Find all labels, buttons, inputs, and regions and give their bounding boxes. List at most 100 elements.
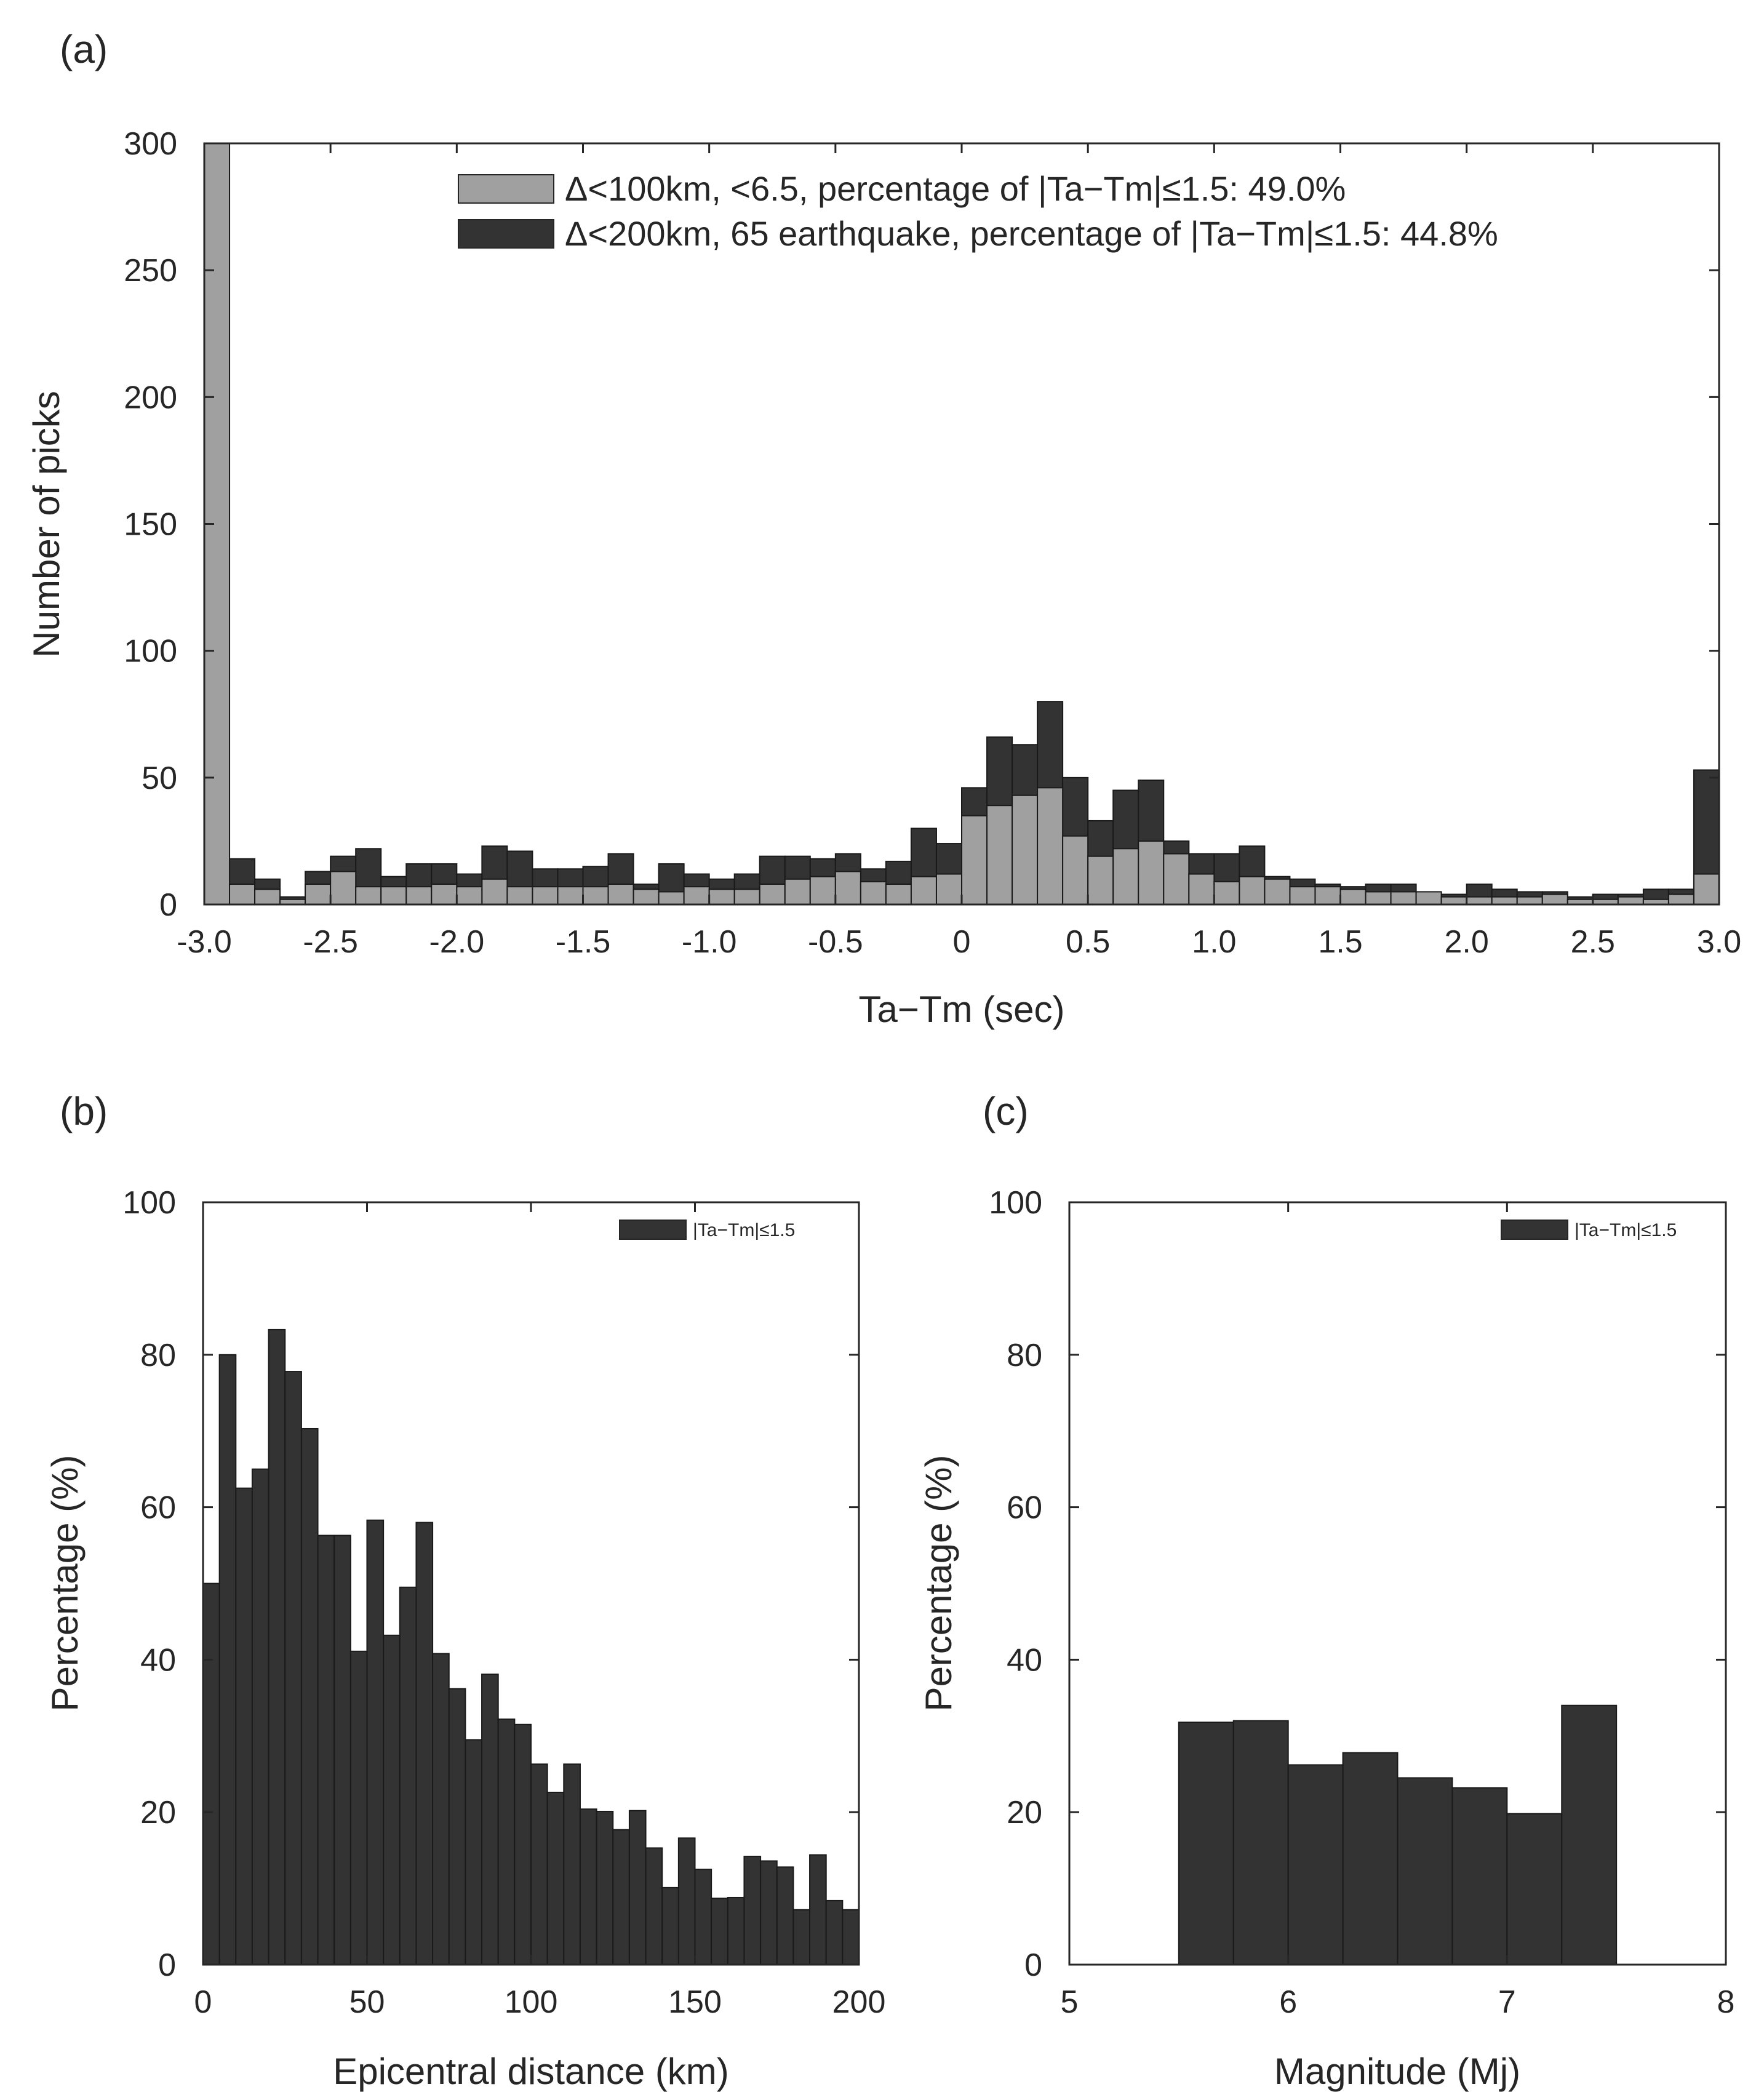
panel-b-histogram: (b) 0 50 100 150 200 0 20 40 60 80 100 Epicentral … bbox=[44, 1089, 885, 2092]
panel-b-bar-s0-36 bbox=[792, 1909, 811, 1966]
panel-c-bar-s0-1 bbox=[1232, 1720, 1289, 1966]
panel-c-ytick-label-0: 0 bbox=[1024, 1947, 1042, 1983]
panel-a-xtick-label-11: 2.5 bbox=[1571, 924, 1615, 960]
panel-a-bar-s0-9 bbox=[431, 884, 458, 906]
panel-b-bar-s0-32 bbox=[727, 1896, 745, 1965]
panel-b-bar-s0-3 bbox=[251, 1468, 269, 1965]
panel-a-bar-s0-42 bbox=[1264, 878, 1291, 906]
panel-a-bar-s0-48 bbox=[1415, 891, 1442, 906]
panel-a-bar-s0-37 bbox=[1138, 840, 1165, 906]
panel-b-ytick-label-0: 0 bbox=[158, 1947, 176, 1983]
panel-c-bar-s0-2 bbox=[1287, 1764, 1344, 1965]
panel-b-bar-s0-11 bbox=[383, 1634, 401, 1965]
panel-b-bar-s0-29 bbox=[677, 1837, 696, 1966]
panel-c-legend-label: |Ta−Tm|≤1.5 bbox=[1574, 1220, 1677, 1240]
panel-c-bar-s0-3 bbox=[1342, 1752, 1399, 1966]
panel-a-bar-s0-5 bbox=[330, 871, 357, 906]
panel-b-xlabel: Epicentral distance (km) bbox=[333, 2051, 729, 2092]
panel-a-bar-s0-8 bbox=[405, 886, 433, 906]
panel-b-bar-s0-39 bbox=[842, 1909, 860, 1966]
panel-a-bar-s0-33 bbox=[1037, 787, 1064, 905]
panel-a-xtick-label-0: -3.0 bbox=[177, 924, 232, 960]
panel-a-bar-s0-4 bbox=[305, 884, 332, 906]
panel-a-bar-s0-31 bbox=[986, 805, 1013, 905]
panel-a-xtick-label-2: -2.0 bbox=[429, 924, 485, 960]
panel-b-ytick-label-2: 40 bbox=[140, 1642, 176, 1678]
panel-b-bar-s0-8 bbox=[333, 1535, 351, 1965]
panel-a-bar-s0-51 bbox=[1491, 896, 1518, 906]
panel-b-bar-s0-34 bbox=[760, 1860, 778, 1965]
panel-c-ytick-label-4: 80 bbox=[1007, 1338, 1042, 1373]
panel-a-bar-s0-12 bbox=[506, 886, 533, 906]
panel-a-bar-s0-56 bbox=[1617, 896, 1644, 906]
panel-b-bar-s0-15 bbox=[448, 1688, 466, 1965]
panel-b-bar-s0-26 bbox=[628, 1810, 647, 1965]
panel-b-legend-swatch bbox=[619, 1220, 687, 1240]
panel-a-bar-s0-40 bbox=[1213, 880, 1240, 906]
panel-a-bar-s0-15 bbox=[582, 886, 609, 906]
panel-a-ytick-label-0: 0 bbox=[159, 887, 177, 923]
legend-label-near: Δ<100km, <6.5, percentage of |Ta−Tm|≤1.5… bbox=[565, 169, 1346, 208]
panel-a-xtick-label-5: -0.5 bbox=[808, 924, 863, 960]
panel-b-legend-label: |Ta−Tm|≤1.5 bbox=[693, 1220, 795, 1240]
panel-b-bar-s0-4 bbox=[268, 1328, 286, 1965]
panel-a-ytick-label-5: 250 bbox=[124, 253, 177, 289]
panel-a-bar-s0-23 bbox=[784, 878, 811, 906]
panel-b-bar-s0-31 bbox=[711, 1898, 728, 1965]
panel-b-bar-s0-16 bbox=[465, 1739, 483, 1965]
panel-a-bar-s0-30 bbox=[961, 815, 988, 906]
panel-a-bar-s0-59 bbox=[1693, 873, 1720, 906]
panel-a-ytick-label-3: 150 bbox=[124, 507, 177, 543]
panel-a-xtick-label-3: -1.5 bbox=[556, 924, 611, 960]
panel-a-xtick-label-12: 3.0 bbox=[1697, 924, 1741, 960]
panel-a-bar-s0-16 bbox=[607, 884, 634, 906]
panel-a-bar-s0-44 bbox=[1314, 886, 1341, 906]
panel-a-ytick-label-4: 200 bbox=[124, 380, 177, 415]
panel-c-ytick-label-5: 100 bbox=[989, 1185, 1042, 1221]
panel-a-bar-s0-43 bbox=[1289, 886, 1316, 906]
panel-c-xtick-label-2: 7 bbox=[1498, 1984, 1516, 2020]
panel-c-xtick-label-0: 5 bbox=[1061, 1984, 1079, 2020]
panel-b-bar-s0-35 bbox=[776, 1866, 794, 1965]
panel-a-bar-s0-10 bbox=[456, 886, 483, 906]
panel-a-xtick-label-9: 1.5 bbox=[1318, 924, 1362, 960]
panel-a-bar-s0-7 bbox=[380, 886, 407, 906]
panel-a-bar-s0-1 bbox=[229, 884, 256, 906]
panel-b-bar-s0-1 bbox=[218, 1354, 237, 1966]
panel-b-xtick-label-3: 150 bbox=[668, 1984, 722, 2020]
panel-b-bar-s0-24 bbox=[596, 1810, 614, 1965]
panel-b-xtick-label-1: 50 bbox=[349, 1984, 385, 2020]
panel-a-bar-s0-6 bbox=[355, 886, 382, 906]
panel-c-xtick-label-3: 8 bbox=[1717, 1984, 1735, 2020]
panel-c-label: (c) bbox=[983, 1089, 1029, 1133]
panel-b-bar-s0-17 bbox=[481, 1673, 499, 1965]
panel-c-ylabel: Percentage (%) bbox=[918, 1455, 959, 1712]
panel-b-bar-s0-20 bbox=[530, 1763, 548, 1965]
panel-a-bar-s0-29 bbox=[935, 873, 962, 906]
panel-b-bar-s0-27 bbox=[645, 1847, 663, 1965]
panel-b-xtick-label-0: 0 bbox=[194, 1984, 212, 2020]
panel-a-bar-s0-14 bbox=[557, 886, 584, 906]
panel-b-label: (b) bbox=[60, 1089, 108, 1133]
panel-a-bar-s0-19 bbox=[683, 886, 710, 906]
panel-b-bar-s0-9 bbox=[349, 1650, 368, 1966]
panel-a-xlabel: Ta−Tm (sec) bbox=[858, 989, 1064, 1030]
panel-a-bar-s0-28 bbox=[910, 876, 937, 906]
panel-a-xtick-label-10: 2.0 bbox=[1445, 924, 1489, 960]
panel-a-bar-s0-53 bbox=[1541, 893, 1568, 906]
panel-b-bar-s0-22 bbox=[563, 1763, 581, 1965]
panel-b-bar-s0-2 bbox=[235, 1487, 253, 1966]
legend-label-far: Δ<200km, 65 earthquake, percentage of |T… bbox=[565, 214, 1498, 253]
panel-a-bar-s0-18 bbox=[658, 891, 685, 906]
panel-c-bar-s0-7 bbox=[1561, 1704, 1618, 1965]
panel-b-bar-s0-5 bbox=[284, 1371, 302, 1966]
panel-b-bar-s0-0 bbox=[202, 1583, 220, 1965]
panel-a-bar-s0-35 bbox=[1087, 855, 1114, 906]
panel-a-axes-frame bbox=[203, 142, 1720, 906]
panel-a-xtick-label-1: -2.5 bbox=[303, 924, 358, 960]
panel-a-bar-s0-11 bbox=[481, 878, 508, 906]
panel-a-bar-s0-32 bbox=[1012, 794, 1039, 905]
panel-b-bar-s0-30 bbox=[694, 1869, 712, 1966]
